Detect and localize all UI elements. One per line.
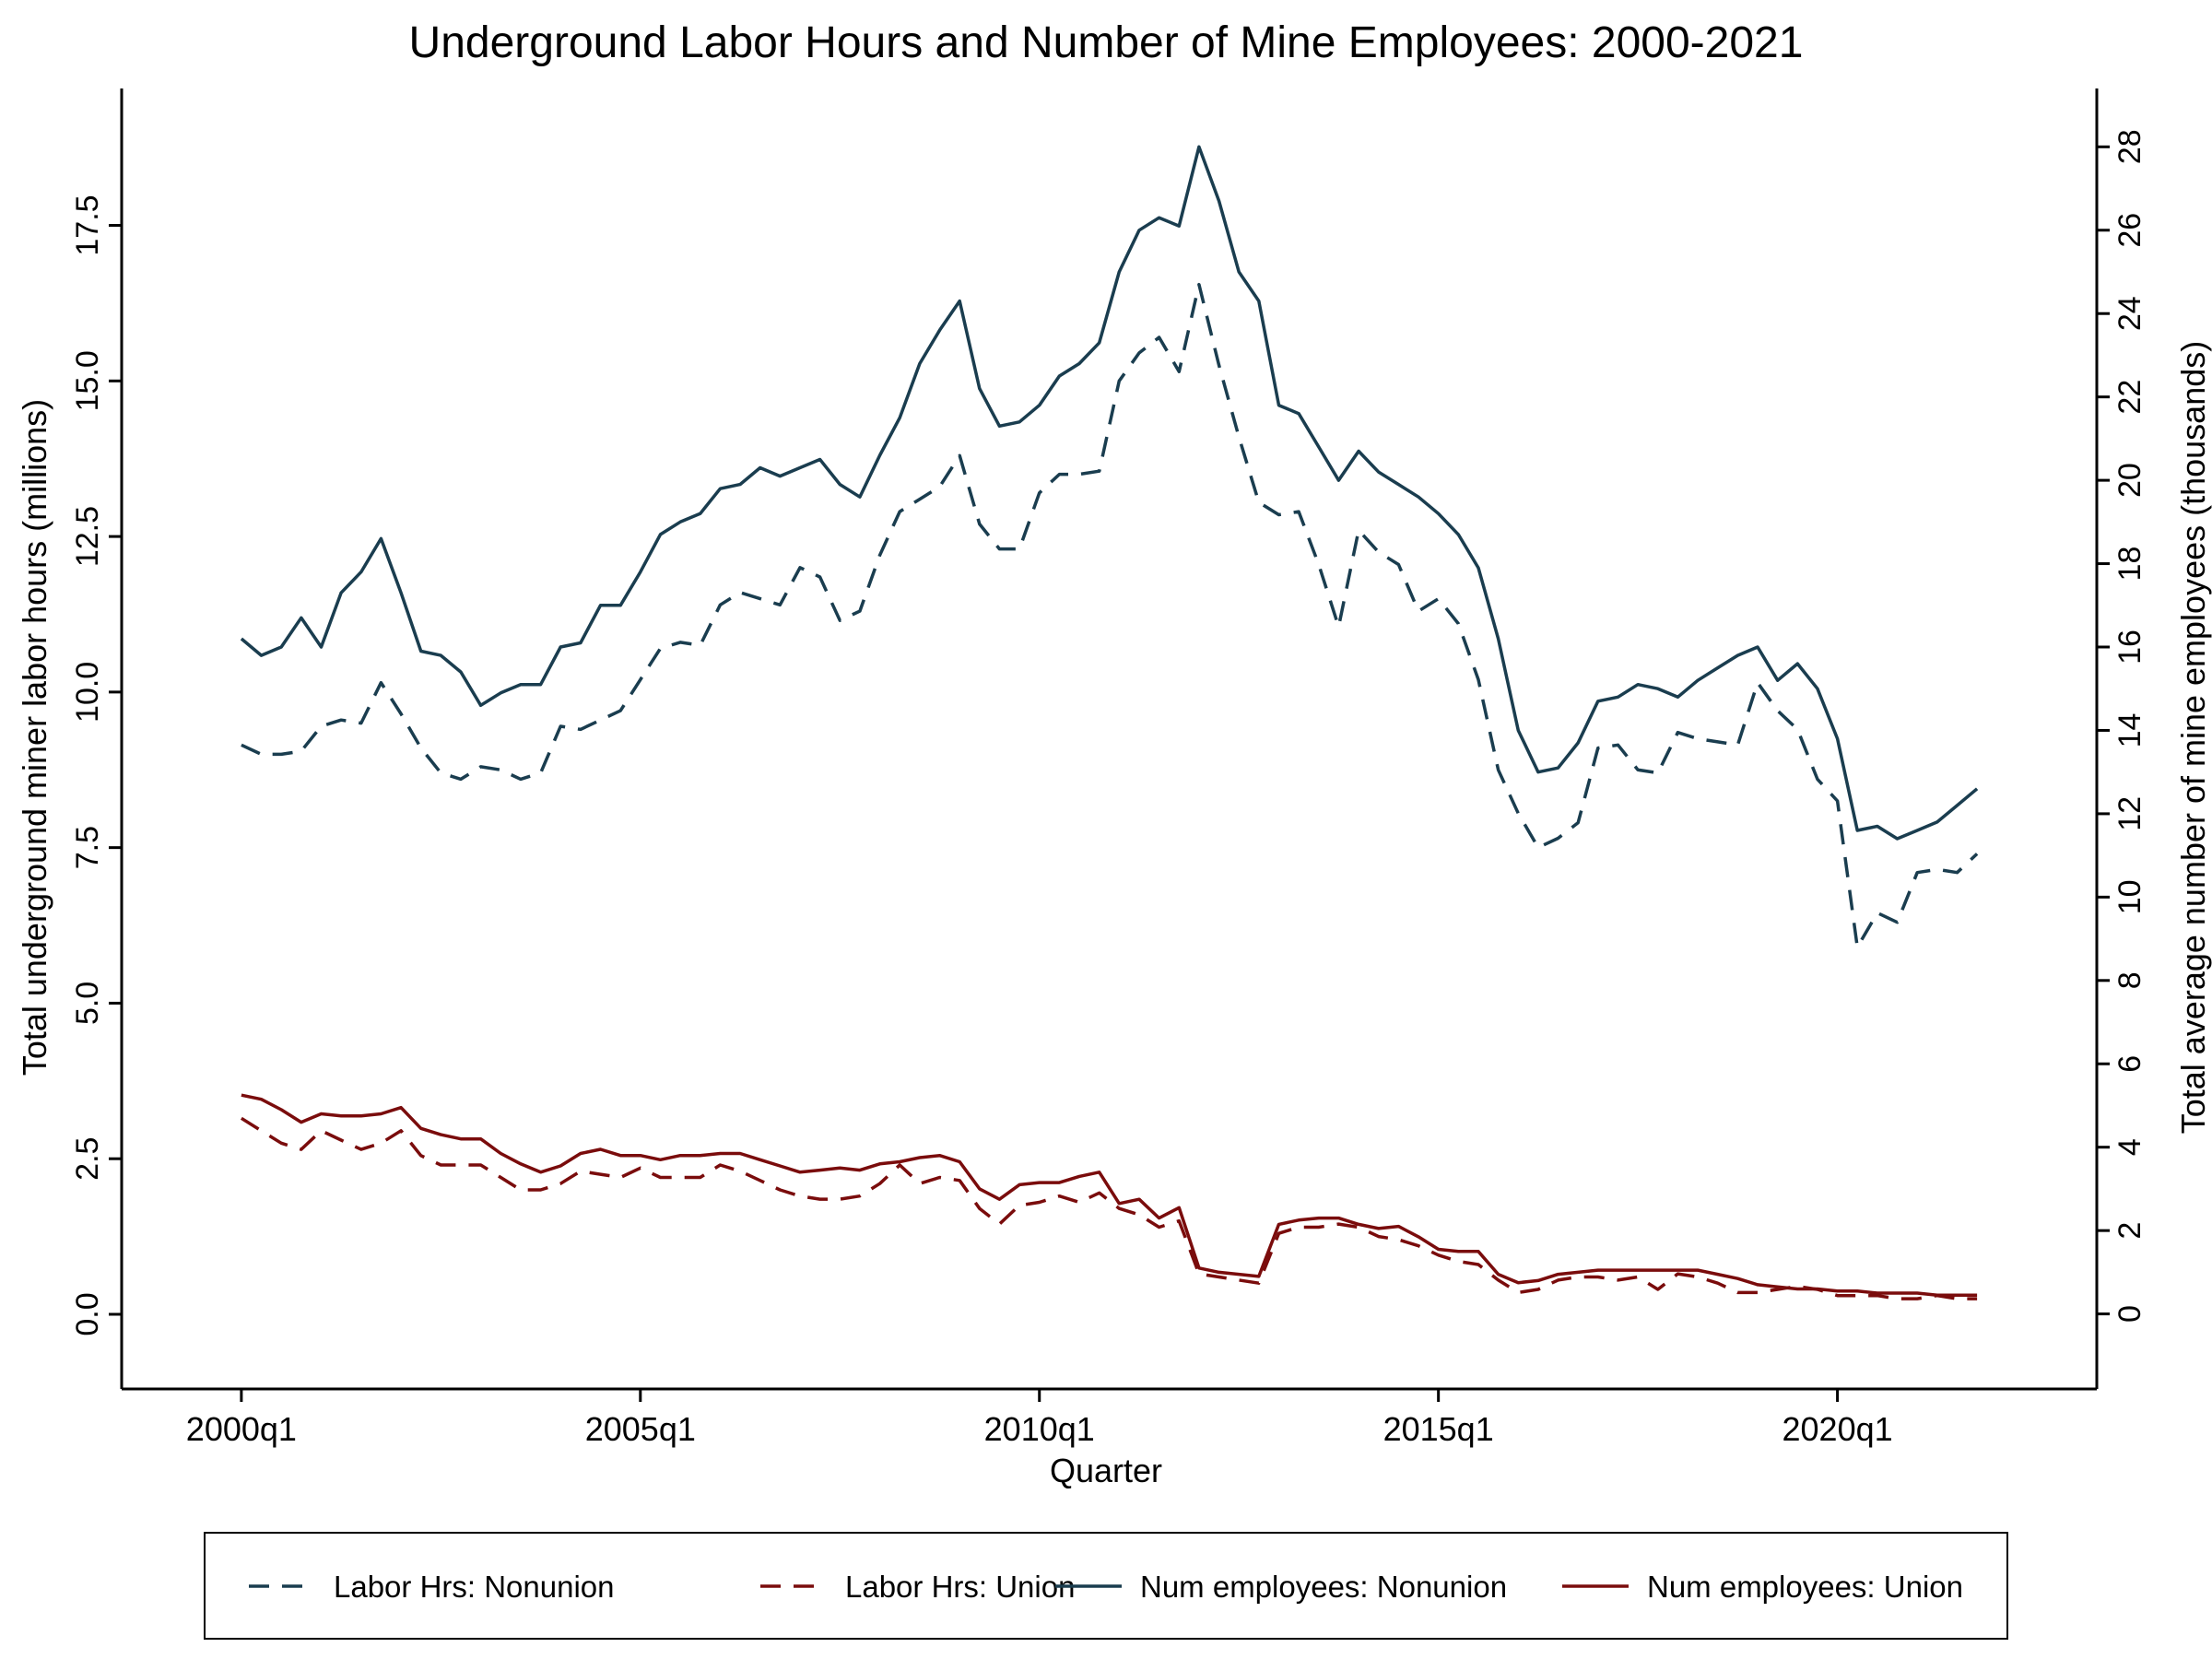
right-tick-label: 10 (2112, 879, 2147, 914)
left-tick-label: 2.5 (70, 1137, 105, 1181)
x-axis-ticks: 2000q1 2005q1 2010q1 2015q1 2020q1 (186, 1389, 1893, 1448)
series-line-num-employees-union (241, 1093, 1978, 1297)
series-line-labor-hrs-nonunion (241, 282, 1979, 949)
right-tick-label: 16 (2112, 629, 2147, 665)
left-axis-ticks: 0.0 2.5 5.0 7.5 10.0 12.5 15.0 17.5 (70, 194, 122, 1336)
right-tick-label: 6 (2112, 1055, 2147, 1073)
right-tick-label: 22 (2112, 380, 2147, 415)
left-tick-label: 7.5 (70, 826, 105, 869)
x-axis-label: Quarter (1050, 1452, 1162, 1489)
left-tick-label: 12.5 (70, 506, 105, 567)
left-tick-label: 0.0 (70, 1292, 105, 1335)
right-tick-label: 20 (2112, 463, 2147, 498)
right-tick-label: 24 (2112, 296, 2147, 331)
series-line-num-employees-nonunion (240, 145, 1979, 841)
legend-label: Labor Hrs: Union (845, 1570, 1075, 1604)
legend: Labor Hrs: Nonunion Labor Hrs: Union Num e… (249, 1570, 1963, 1604)
right-tick-label: 8 (2112, 971, 2147, 989)
left-tick-label: 10.0 (70, 662, 105, 723)
right-tick-label: 2 (2112, 1222, 2147, 1240)
right-tick-label: 4 (2112, 1138, 2147, 1156)
legend-label: Num employees: Nonunion (1140, 1570, 1507, 1604)
x-tick-label: 2000q1 (186, 1410, 297, 1448)
right-tick-label: 0 (2112, 1305, 2147, 1323)
x-tick-label: 2010q1 (984, 1410, 1095, 1448)
legend-label: Num employees: Union (1647, 1570, 1963, 1604)
right-tick-label: 26 (2112, 213, 2147, 248)
left-tick-label: 17.5 (70, 194, 105, 255)
x-tick-label: 2015q1 (1383, 1410, 1494, 1448)
chart-title: Underground Labor Hours and Number of Mi… (409, 18, 1804, 67)
left-tick-label: 5.0 (70, 982, 105, 1025)
right-tick-label: 14 (2112, 713, 2147, 748)
x-tick-label: 2005q1 (585, 1410, 696, 1448)
right-tick-label: 28 (2112, 129, 2147, 164)
legend-label: Labor Hrs: Nonunion (334, 1570, 615, 1604)
left-axis-label: Total underground miner labor hours (mil… (16, 399, 53, 1076)
right-tick-label: 12 (2112, 796, 2147, 831)
right-axis-label: Total average number of mine employees (… (2174, 341, 2212, 1134)
left-tick-label: 15.0 (70, 350, 105, 411)
x-tick-label: 2020q1 (1783, 1410, 1893, 1448)
plot-frame (120, 88, 2099, 1391)
series-line-labor-hrs-union (240, 1116, 1978, 1300)
series-layer (240, 145, 1979, 1300)
right-tick-label: 18 (2112, 547, 2147, 582)
